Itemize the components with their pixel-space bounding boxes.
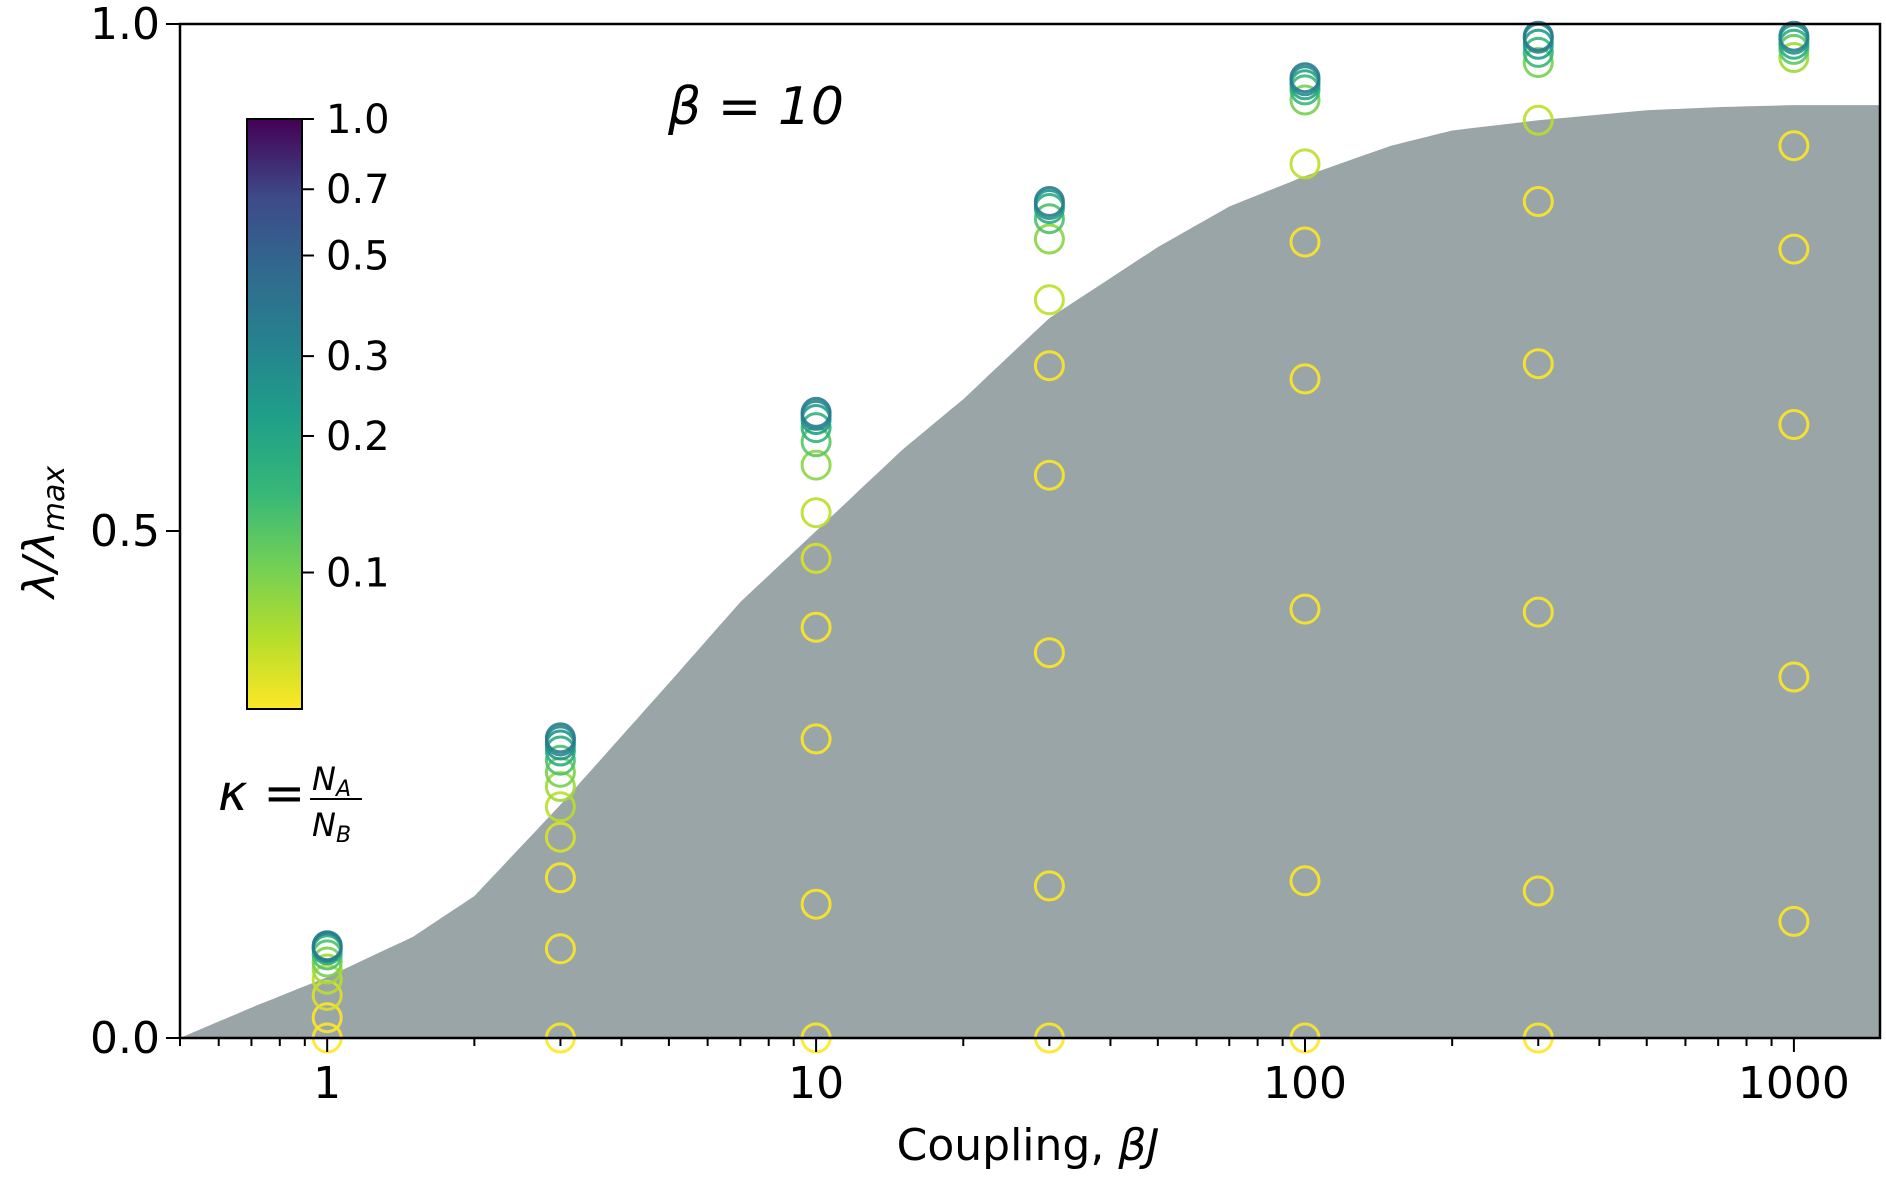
colorbar-tick-label: 1.0	[326, 97, 390, 143]
colorbar: 0.1 0.2 0.3 0.5 0.7 1.0 κ = NA NB	[218, 97, 390, 848]
data-point	[1522, 348, 1554, 380]
data-point	[1289, 226, 1321, 258]
data-point	[1522, 104, 1554, 136]
data-point	[800, 723, 832, 755]
colorbar-tick-label: 0.7	[326, 167, 390, 213]
colorbar-tick-label: 0.2	[326, 414, 390, 460]
x-axis-label: Coupling, βJ	[897, 1120, 1160, 1171]
data-point	[311, 953, 343, 985]
data-point	[544, 821, 576, 853]
colorbar-gradient	[246, 118, 303, 710]
plot-area: 1 10 100 1000 0.0 0.5 1.0	[90, 0, 1882, 1109]
data-point	[800, 412, 832, 444]
data-point	[1289, 148, 1321, 180]
shaded-region	[180, 105, 1880, 1039]
data-point	[1289, 593, 1321, 625]
x-tick-label: 1	[313, 1058, 341, 1109]
y-axis-ticks: 0.0 0.5 1.0	[90, 0, 180, 1064]
y-tick-label: 0.5	[90, 506, 160, 557]
data-point	[1289, 363, 1321, 395]
x-axis-ticks: 1 10 100 1000	[179, 1038, 1850, 1109]
data-point	[1778, 409, 1810, 440]
data-point	[1033, 284, 1065, 316]
data-point	[544, 722, 576, 754]
data-point	[1522, 47, 1554, 78]
data-point	[1778, 233, 1810, 265]
data-point	[1033, 350, 1065, 382]
data-point	[311, 946, 343, 978]
data-point	[1033, 223, 1065, 255]
data-point	[1522, 186, 1554, 217]
y-axis-label: λ/λmax	[14, 466, 72, 601]
data-point	[1033, 459, 1065, 491]
colorbar-ticks: 0.1 0.2 0.3 0.5 0.7 1.0	[302, 97, 390, 596]
data-point	[1033, 637, 1065, 669]
data-point	[1522, 36, 1554, 68]
data-point	[1522, 875, 1554, 907]
data-point	[1778, 661, 1810, 693]
data-point	[1778, 905, 1810, 937]
data-point	[1522, 20, 1554, 52]
colorbar-label-denominator: NB	[312, 806, 351, 848]
data-point	[800, 449, 832, 481]
colorbar-label-numerator: NA	[312, 760, 351, 802]
data-point	[544, 771, 576, 802]
data-point	[800, 611, 832, 643]
data-point	[800, 497, 832, 529]
annotation-beta: β = 10	[667, 77, 844, 137]
data-points	[311, 20, 1810, 1054]
colorbar-tick-label: 0.1	[326, 550, 390, 596]
data-point	[544, 744, 576, 776]
data-point	[311, 979, 343, 1011]
data-point	[311, 1002, 343, 1034]
data-point	[800, 396, 832, 428]
data-point	[311, 930, 343, 962]
x-tick-label: 100	[1263, 1058, 1347, 1109]
colorbar-tick-label: 0.3	[326, 334, 390, 380]
data-point	[1522, 596, 1554, 628]
data-point	[544, 862, 576, 894]
x-tick-label: 10	[788, 1058, 844, 1109]
data-point	[800, 888, 832, 920]
data-point	[1778, 130, 1810, 162]
data-point	[1289, 865, 1321, 897]
data-point	[1033, 186, 1065, 217]
data-point	[1778, 20, 1810, 52]
data-point	[800, 542, 832, 574]
data-point	[1033, 870, 1065, 902]
data-point	[1289, 84, 1321, 116]
colorbar-tick-label: 0.5	[326, 234, 390, 280]
data-point	[1778, 42, 1810, 73]
y-tick-label: 0.0	[90, 1013, 160, 1064]
data-point	[544, 791, 576, 823]
colorbar-label: κ =	[218, 764, 305, 822]
x-tick-label: 1000	[1738, 1058, 1850, 1109]
y-tick-label: 1.0	[90, 0, 160, 50]
data-point	[1033, 203, 1065, 235]
data-point	[544, 933, 576, 965]
data-point	[1289, 62, 1321, 94]
